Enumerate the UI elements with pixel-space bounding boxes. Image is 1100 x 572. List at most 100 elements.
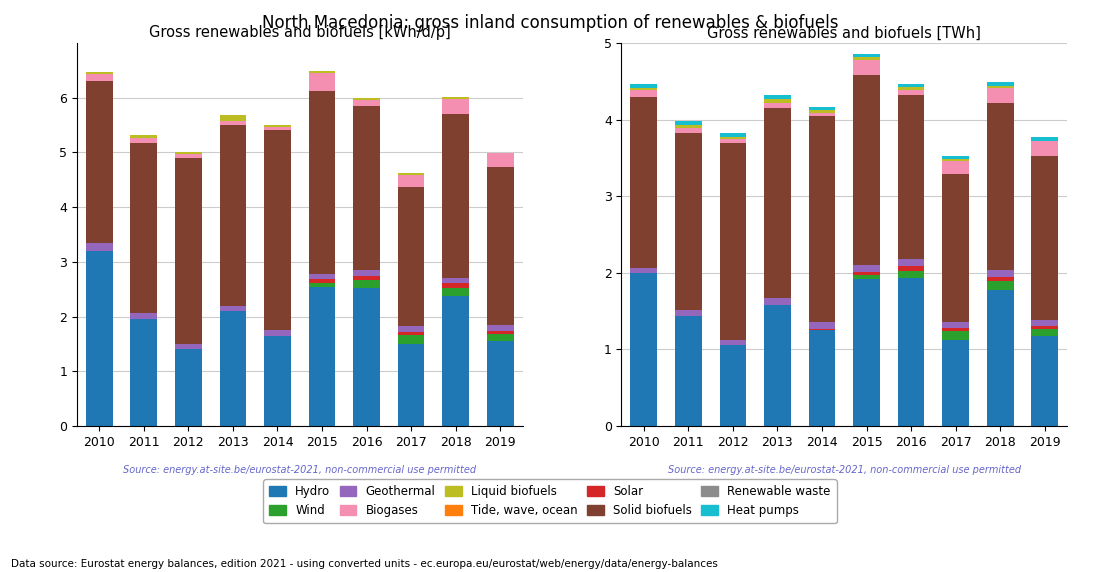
Bar xyxy=(1032,336,1058,426)
Bar xyxy=(675,316,702,426)
Bar xyxy=(487,331,514,334)
Bar xyxy=(675,125,702,128)
Bar xyxy=(353,106,380,270)
Bar xyxy=(353,101,380,106)
Bar xyxy=(131,135,157,138)
Bar xyxy=(898,266,924,271)
Bar xyxy=(764,95,791,99)
Bar xyxy=(943,174,969,322)
Bar xyxy=(719,340,746,345)
Bar xyxy=(808,113,835,117)
Bar xyxy=(630,268,657,273)
Bar xyxy=(487,166,514,325)
Bar xyxy=(987,270,1013,277)
Bar xyxy=(719,140,746,144)
Bar xyxy=(854,54,880,57)
Bar xyxy=(86,243,112,251)
Text: Data source: Eurostat energy balances, edition 2021 - using converted units - ec: Data source: Eurostat energy balances, e… xyxy=(11,559,718,569)
Bar xyxy=(131,138,157,143)
Bar xyxy=(175,154,201,158)
Bar xyxy=(854,275,880,279)
Bar xyxy=(630,84,657,88)
Bar xyxy=(943,322,969,328)
Bar xyxy=(943,340,969,426)
Bar xyxy=(442,97,469,99)
Bar xyxy=(719,133,746,137)
Bar xyxy=(987,281,1013,289)
Bar xyxy=(264,125,290,127)
Bar xyxy=(987,289,1013,426)
Bar xyxy=(398,335,425,344)
Bar xyxy=(675,133,702,309)
Bar xyxy=(719,144,746,340)
Bar xyxy=(808,330,835,426)
Legend: Hydro, Wind, Geothermal, Biogases, Liquid biofuels, Tide, wave, ocean, Solar, So: Hydro, Wind, Geothermal, Biogases, Liqui… xyxy=(263,479,837,523)
Bar xyxy=(131,319,157,426)
Bar xyxy=(353,288,380,426)
Bar xyxy=(854,75,880,265)
Bar xyxy=(808,329,835,330)
Bar xyxy=(442,113,469,278)
Text: Source: energy.at-site.be/eurostat-2021, non-commercial use permitted: Source: energy.at-site.be/eurostat-2021,… xyxy=(668,465,1021,475)
Bar xyxy=(398,327,425,332)
Bar xyxy=(398,187,425,327)
Bar xyxy=(131,313,157,319)
Bar xyxy=(943,161,969,174)
Bar xyxy=(309,90,336,274)
Bar xyxy=(898,271,924,278)
Bar xyxy=(175,344,201,349)
Bar xyxy=(898,95,924,259)
Bar xyxy=(175,158,201,344)
Bar xyxy=(86,73,112,74)
Text: North Macedonia: gross inland consumption of renewables & biofuels: North Macedonia: gross inland consumptio… xyxy=(262,14,838,32)
Bar xyxy=(630,88,657,90)
Bar xyxy=(442,296,469,426)
Bar xyxy=(86,74,112,81)
Title: Gross renewables and biofuels [kWh/d/p]: Gross renewables and biofuels [kWh/d/p] xyxy=(148,25,451,41)
Bar xyxy=(220,311,246,426)
Bar xyxy=(1032,156,1058,320)
Bar xyxy=(398,332,425,335)
Title: Gross renewables and biofuels [TWh]: Gross renewables and biofuels [TWh] xyxy=(707,25,981,41)
Bar xyxy=(987,277,1013,281)
Bar xyxy=(487,153,514,166)
Bar xyxy=(264,127,290,130)
Bar xyxy=(898,90,924,95)
Bar xyxy=(398,344,425,426)
Bar xyxy=(898,88,924,90)
Bar xyxy=(808,322,835,329)
Bar xyxy=(86,81,112,243)
Bar xyxy=(309,71,336,73)
Bar xyxy=(943,328,969,331)
Bar xyxy=(764,104,791,108)
Bar xyxy=(898,278,924,426)
Bar xyxy=(854,279,880,426)
Bar xyxy=(943,156,969,160)
Bar xyxy=(764,108,791,298)
Bar xyxy=(854,59,880,75)
Bar xyxy=(1032,325,1058,329)
Bar xyxy=(630,273,657,426)
Bar xyxy=(220,115,246,121)
Bar xyxy=(1032,320,1058,325)
Bar xyxy=(943,160,969,161)
Bar xyxy=(764,99,791,104)
Bar xyxy=(854,265,880,272)
Bar xyxy=(309,287,336,426)
Bar xyxy=(309,73,336,90)
Bar xyxy=(442,288,469,296)
Bar xyxy=(987,86,1013,88)
Bar xyxy=(487,334,514,341)
Bar xyxy=(398,175,425,187)
Bar xyxy=(398,173,425,175)
Bar xyxy=(86,251,112,426)
Bar xyxy=(719,137,746,140)
Bar xyxy=(808,117,835,322)
Bar xyxy=(442,283,469,288)
Bar xyxy=(898,259,924,266)
Bar xyxy=(264,130,290,330)
Bar xyxy=(220,121,246,125)
Bar xyxy=(487,341,514,426)
Bar xyxy=(719,345,746,426)
Bar xyxy=(175,152,201,154)
